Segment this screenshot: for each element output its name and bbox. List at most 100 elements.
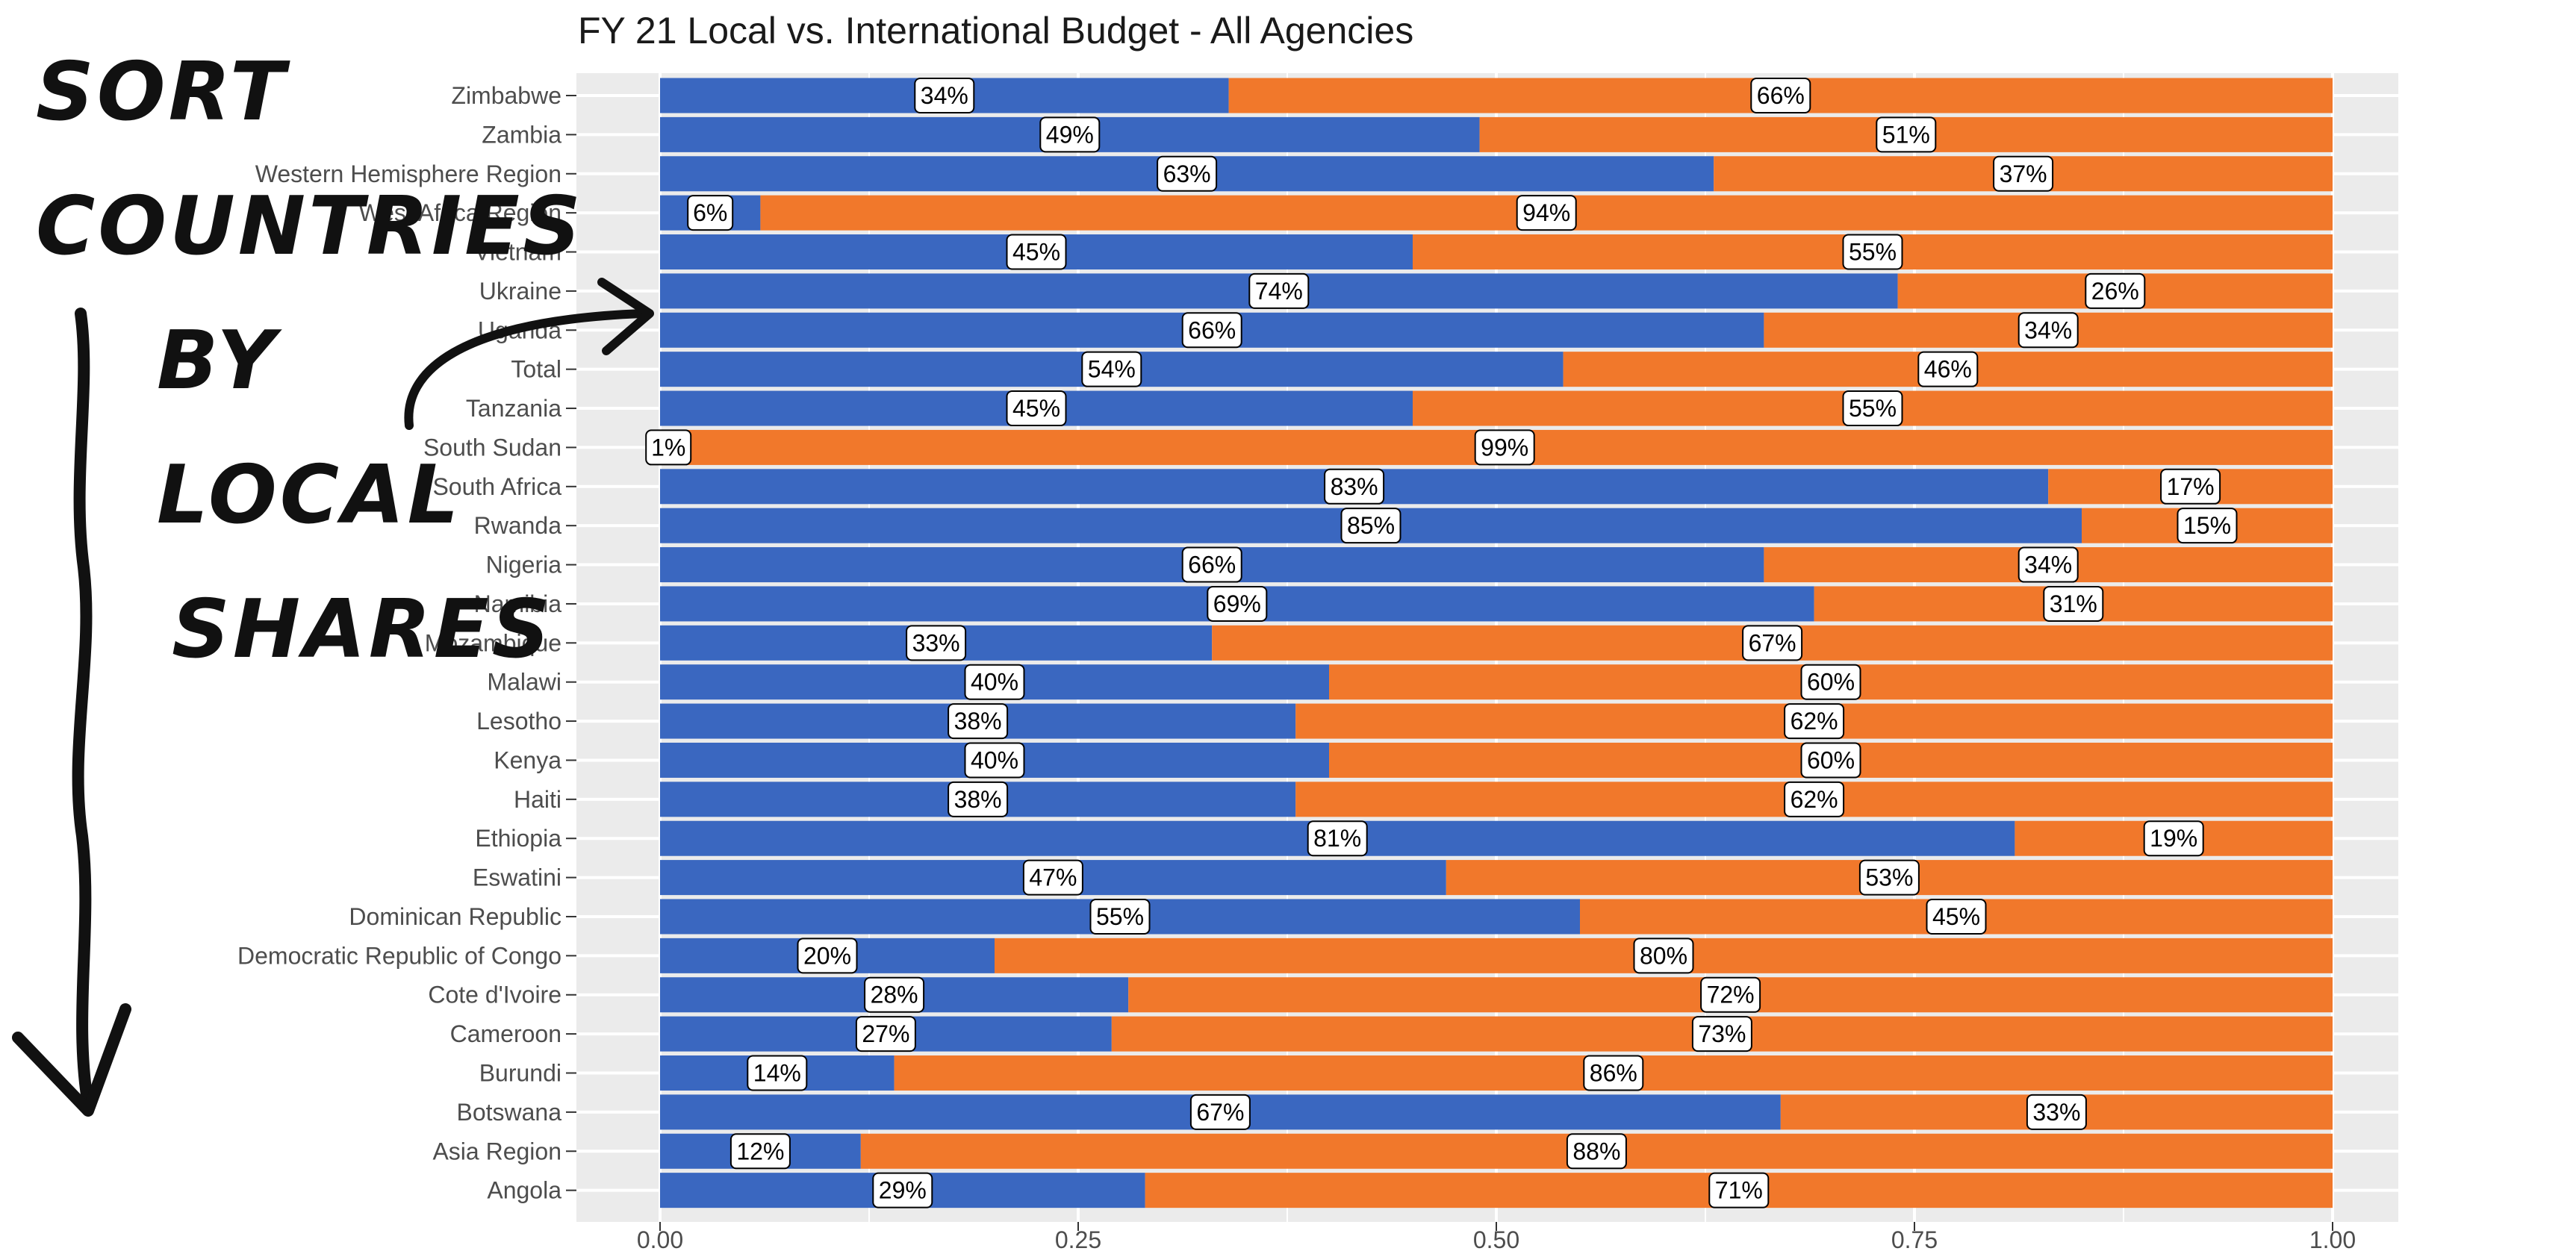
data-label-text: 34% xyxy=(921,82,968,109)
data-label-box xyxy=(1691,1016,1752,1052)
data-label-text: 73% xyxy=(1698,1020,1746,1047)
y-tick-label-angola: Angola xyxy=(487,1177,561,1204)
data-label-box xyxy=(1324,468,1385,505)
data-label-text: 40% xyxy=(971,746,1018,773)
data-label-text: 27% xyxy=(862,1020,909,1047)
data-label-box xyxy=(1181,312,1242,349)
data-label-box xyxy=(1006,234,1067,270)
data-label-international-south-sudan: 99% xyxy=(1474,429,1535,466)
data-label-text: 74% xyxy=(1255,278,1303,305)
data-label-text: 94% xyxy=(1522,199,1570,226)
data-label-box xyxy=(1750,78,1811,113)
data-label-local-tanzania: 45% xyxy=(1006,390,1067,427)
data-label-box xyxy=(948,703,1009,740)
data-label-text: 51% xyxy=(1882,121,1930,148)
data-label-box xyxy=(964,664,1025,700)
curved-arrow-shaft xyxy=(404,309,647,430)
data-label-text: 60% xyxy=(1807,669,1855,696)
data-label-international-botswana: 33% xyxy=(2026,1094,2087,1130)
data-label-text: 62% xyxy=(1791,786,1838,813)
y-tick-label-mozambique: Mozambique xyxy=(425,629,561,656)
y-tick-label-tanzania: Tanzania xyxy=(466,395,561,422)
down-arrow-shaft xyxy=(72,308,94,1111)
data-label-text: 6% xyxy=(693,199,727,226)
y-tick-label-lesotho: Lesotho xyxy=(476,708,561,735)
data-label-box xyxy=(1784,703,1845,740)
data-label-international-ethiopia: 19% xyxy=(2143,820,2204,857)
data-label-box xyxy=(1993,155,2054,192)
data-label-text: 19% xyxy=(2150,825,2197,852)
data-label-box xyxy=(1708,1172,1770,1208)
data-label-local-ukraine: 74% xyxy=(1248,272,1310,309)
data-label-local-haiti: 38% xyxy=(948,781,1009,817)
data-label-box xyxy=(797,938,858,974)
data-label-box xyxy=(1081,351,1142,387)
y-tick-label-haiti: Haiti xyxy=(514,786,561,813)
y-tick-label-nigeria: Nigeria xyxy=(486,552,562,578)
x-tick-label: 0.00 xyxy=(637,1226,683,1253)
data-label-text: 63% xyxy=(1163,160,1211,187)
data-label-box xyxy=(1800,664,1861,700)
data-label-international-rwanda: 15% xyxy=(2177,508,2238,544)
down-arrow-head xyxy=(12,1003,131,1117)
data-label-text: 33% xyxy=(912,629,960,656)
data-label-box xyxy=(1474,429,1535,466)
data-label-text: 1% xyxy=(651,434,685,461)
data-label-text: 55% xyxy=(1849,239,1897,266)
y-tick-label-western-hemisphere-region: Western Hemisphere Region xyxy=(255,160,561,187)
y-tick-label-democratic-republic-of-congo: Democratic Republic of Congo xyxy=(237,942,561,969)
data-label-box xyxy=(1842,234,1903,270)
data-label-text: 46% xyxy=(1924,356,1972,383)
data-label-box xyxy=(864,976,925,1013)
data-label-box xyxy=(1700,976,1761,1013)
data-label-international-mozambique: 67% xyxy=(1742,625,1803,661)
data-label-text: 47% xyxy=(1029,864,1077,891)
x-axis-tick-labels: 0.00 0.25 0.50 0.75 1.00 xyxy=(637,1222,2356,1253)
y-tick-label-asia-region: Asia Region xyxy=(432,1138,561,1164)
data-label-local-western-hemisphere-region: 63% xyxy=(1157,155,1218,192)
data-label-international-uganda: 34% xyxy=(2017,312,2079,349)
data-label-text: 66% xyxy=(1757,82,1805,109)
data-label-local-kenya: 40% xyxy=(964,742,1025,779)
data-label-text: 71% xyxy=(1715,1177,1763,1204)
data-label-text: 88% xyxy=(1572,1138,1620,1164)
x-tick-label: 0.25 xyxy=(1055,1226,1101,1253)
annotation-text-line: LOCAL xyxy=(157,449,461,542)
data-label-box xyxy=(964,742,1025,779)
data-label-text: 34% xyxy=(2024,552,2072,578)
data-label-local-south-sudan: 1% xyxy=(645,429,692,466)
y-tick-label-total: Total xyxy=(511,356,561,383)
data-label-local-democratic-republic-of-congo: 20% xyxy=(797,938,858,974)
data-label-text: 49% xyxy=(1046,121,1094,148)
data-label-text: 29% xyxy=(879,1177,927,1204)
data-label-text: 66% xyxy=(1188,552,1236,578)
data-label-box xyxy=(729,1133,791,1170)
x-tick-label: 1.00 xyxy=(2309,1226,2356,1253)
data-label-text: 14% xyxy=(753,1060,801,1087)
data-label-box xyxy=(1157,155,1218,192)
data-label-international-west-africa-region: 94% xyxy=(1516,195,1577,231)
y-tick-label-zimbabwe: Zimbabwe xyxy=(451,82,561,109)
data-label-local-cameroon: 27% xyxy=(855,1016,916,1052)
data-label-box xyxy=(1516,195,1577,231)
data-label-box xyxy=(2026,1094,2087,1130)
data-label-local-angola: 29% xyxy=(872,1172,933,1208)
data-label-local-asia-region: 12% xyxy=(729,1133,791,1170)
data-labels: 34% 66% 49% 51% 63% 37% 6% 94% 45% 55% 74% 26% 66% 34… xyxy=(645,78,2238,1208)
y-tick-label-cameroon: Cameroon xyxy=(450,1020,561,1047)
data-label-international-asia-region: 88% xyxy=(1566,1133,1627,1170)
annotation-text-line: BY xyxy=(157,314,282,408)
data-label-box xyxy=(1248,272,1310,309)
data-label-box xyxy=(1022,859,1083,896)
y-tick-label-burundi: Burundi xyxy=(479,1060,561,1087)
data-label-international-dominican-republic: 45% xyxy=(1926,898,1987,935)
data-label-text: 83% xyxy=(1331,473,1378,500)
data-label-local-botswana: 67% xyxy=(1189,1094,1251,1130)
data-label-international-kenya: 60% xyxy=(1800,742,1861,779)
data-label-text: 33% xyxy=(2032,1099,2080,1126)
data-label-local-namibia: 69% xyxy=(1207,585,1268,622)
data-label-local-uganda: 66% xyxy=(1181,312,1242,349)
data-label-international-angola: 71% xyxy=(1708,1172,1770,1208)
data-label-box xyxy=(1189,1094,1251,1130)
y-axis-tick-labels: Zimbabwe Zambia Western Hemisphere Region W… xyxy=(237,82,576,1204)
